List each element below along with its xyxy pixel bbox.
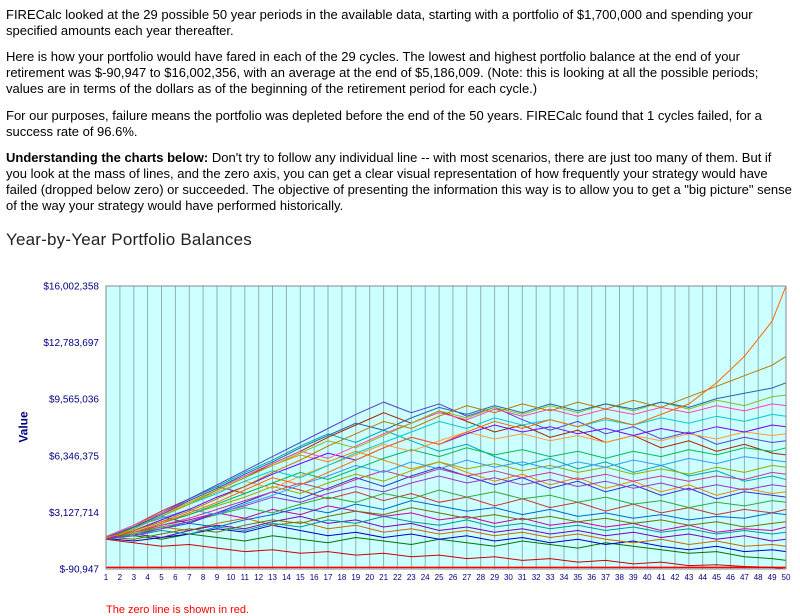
zero-line-caption: The zero line is shown in red. (106, 604, 250, 616)
cycle-line-18 (105, 456, 787, 539)
x-tick-label: 42 (671, 573, 680, 582)
cycle-line-28 (105, 356, 787, 539)
cycle-line-20 (105, 447, 787, 540)
cycle-line-24 (105, 414, 787, 539)
cycle-line-23 (105, 424, 787, 540)
x-tick-label: 20 (365, 573, 374, 582)
cycle-line-11 (105, 489, 787, 540)
x-tick-label: 38 (615, 573, 624, 582)
page-title: Year-by-Year Portfolio Balances (6, 230, 252, 250)
x-tick-label: 22 (393, 573, 402, 582)
y-tick-label: $9,565,036 (49, 395, 99, 406)
cycle-line-12 (105, 466, 787, 539)
chart-canvas: $-90,947 $3,127,714 $6,346,375 $9,565,036 $1… (43, 282, 791, 583)
x-tick-label: 44 (698, 573, 707, 582)
cycle-line-8 (105, 507, 787, 541)
x-tick-label: 15 (296, 573, 305, 582)
x-tick-label: 19 (351, 573, 360, 582)
cycle-line-15 (105, 429, 787, 539)
cycle-line-29 (105, 286, 787, 539)
y-tick-label: $16,002,358 (43, 282, 99, 293)
x-tick-label: 23 (407, 573, 416, 582)
cycle-line-22 (105, 431, 787, 539)
x-tick-label: 39 (629, 573, 638, 582)
cycle-line-6 (105, 516, 787, 540)
x-tick-label: 35 (573, 573, 582, 582)
x-tick-label: 29 (490, 573, 499, 582)
x-tick-label: 2 (118, 573, 123, 582)
understanding-label: Understanding the charts below: (6, 149, 209, 165)
x-tick-label: 41 (657, 573, 666, 582)
x-tick-label: 7 (187, 573, 192, 582)
x-tick-label: 30 (504, 573, 513, 582)
x-tick-label: 13 (268, 573, 277, 582)
x-tick-label: 25 (435, 573, 444, 582)
cycle-line-4 (105, 517, 787, 548)
x-tick-label: 18 (337, 573, 346, 582)
x-tick-label: 28 (476, 573, 485, 582)
cycle-line-17 (105, 461, 787, 540)
y-tick-label: $12,783,697 (43, 338, 99, 349)
x-tick-label: 34 (560, 573, 569, 582)
understanding-text: Don't try to follow any individual line … (6, 149, 792, 214)
x-tick-label: 46 (726, 573, 735, 582)
x-tick-label: 11 (241, 573, 250, 582)
x-tick-label: 47 (740, 573, 749, 582)
x-tick-label: 48 (754, 573, 763, 582)
cycle-line-3 (105, 524, 787, 553)
x-tick-label: 49 (768, 573, 777, 582)
x-tick-label: 36 (587, 573, 596, 582)
x-tick-label: 45 (712, 573, 721, 582)
x-tick-label: 5 (159, 573, 164, 582)
cycle-line-9 (105, 500, 787, 540)
x-tick-label: 3 (132, 573, 137, 582)
x-tick-label: 31 (518, 573, 527, 582)
x-tick-label: 37 (601, 573, 610, 582)
cycle-line-26 (105, 394, 787, 540)
x-tick-label: 14 (282, 573, 291, 582)
cycle-line-14 (105, 475, 787, 540)
x-tick-label: 24 (421, 573, 430, 582)
cycle-line-16 (105, 468, 787, 539)
portfolio-balances-chart: Value $-90,947 $3,127,714 $6,346,375 $9,565… (6, 278, 794, 600)
x-tick-label: 27 (462, 573, 471, 582)
x-tick-label: 50 (782, 573, 791, 582)
understanding-paragraph: Understanding the charts below: Don't tr… (6, 150, 794, 214)
y-axis-title: Value (16, 411, 31, 443)
x-tick-label: 1 (104, 573, 109, 582)
x-tick-label: 10 (226, 573, 235, 582)
summary-paragraph: FIRECalc looked at the 29 possible 50 ye… (6, 7, 753, 39)
cycle-line-2 (105, 533, 787, 562)
x-tick-label: 17 (324, 573, 333, 582)
x-tick-label: 8 (201, 573, 206, 582)
x-tick-label: 16 (310, 573, 319, 582)
results-text: FIRECalc looked at the 29 possible 50 ye… (6, 7, 794, 214)
y-tick-label: $3,127,714 (49, 508, 99, 519)
x-tick-label: 32 (532, 573, 541, 582)
x-tick-label: 4 (145, 573, 150, 582)
x-tick-label: 6 (173, 573, 178, 582)
success-rate-paragraph: For our purposes, failure means the port… (6, 107, 762, 139)
x-tick-label: 26 (448, 573, 457, 582)
balances-paragraph: Here is how your portfolio would have fa… (6, 49, 759, 97)
x-tick-label: 33 (546, 573, 555, 582)
x-tick-label: 21 (379, 573, 388, 582)
x-tick-label: 43 (684, 573, 693, 582)
x-tick-label: 9 (215, 573, 220, 582)
x-tick-label: 12 (254, 573, 263, 582)
y-tick-label: $6,346,375 (49, 452, 99, 463)
x-tick-label: 40 (643, 573, 652, 582)
y-tick-label: $-90,947 (60, 565, 100, 576)
